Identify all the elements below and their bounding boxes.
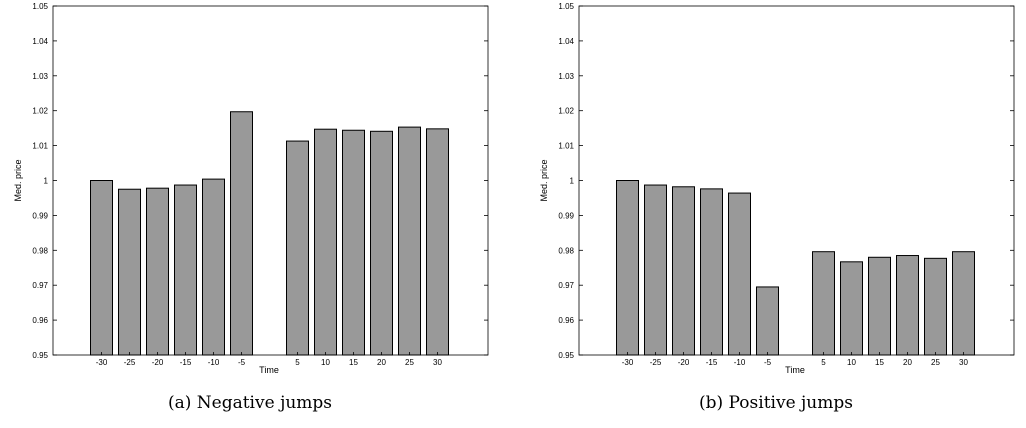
bar--10 [202, 178, 225, 356]
y-tick-label: 1 [570, 177, 575, 186]
x-tick-label: 5 [821, 358, 826, 367]
x-tick-label: -25 [124, 358, 136, 367]
chart-panel-negative: 0.95 0.96 0.97 0.98 0.99 1 1.01 1.02 1.03 1.04 1.0… [0, 0, 500, 428]
x-tick-label: -5 [764, 358, 772, 367]
bar-20 [370, 130, 393, 356]
bar--10 [728, 192, 751, 356]
x-tick-label: 10 [321, 358, 330, 367]
bar-15 [868, 256, 891, 356]
x-tick-label: 20 [377, 358, 386, 367]
bar--15 [700, 188, 723, 356]
y-tick-label: 1.05 [558, 2, 574, 11]
chart-panel-positive: 0.95 0.96 0.97 0.98 0.99 1 1.01 1.02 1.03 1.04 1.0… [526, 0, 1026, 428]
bar--15 [174, 184, 197, 356]
bar-5 [286, 140, 309, 356]
y-tick-label: 0.96 [558, 316, 574, 325]
bar-10 [840, 261, 863, 356]
x-tick-label: -10 [734, 358, 746, 367]
y-axis-label: Med. price [539, 159, 549, 201]
bar-15 [342, 129, 365, 356]
bar-30 [426, 128, 449, 356]
x-tick-label: -10 [208, 358, 220, 367]
y-tick-label: 0.95 [558, 351, 574, 360]
x-tick-label: 10 [847, 358, 856, 367]
bar--20 [146, 187, 169, 356]
y-tick-label: 0.98 [558, 246, 574, 255]
bar--25 [644, 184, 667, 356]
x-tick-label: -25 [650, 358, 662, 367]
bar--30 [90, 180, 113, 356]
bar--25 [118, 188, 141, 356]
x-tick-label: -20 [152, 358, 164, 367]
y-tick-label: 0.95 [32, 351, 48, 360]
x-tick-label: 15 [349, 358, 358, 367]
chart-caption: (a) Negative jumps [167, 393, 333, 413]
y-tick-label: 1 [44, 177, 49, 186]
x-tick-label: -15 [706, 358, 718, 367]
y-tick-label: 1.04 [558, 37, 574, 46]
x-tick-label: -20 [678, 358, 690, 367]
bar-30 [952, 251, 975, 356]
y-tick-label: 0.96 [32, 316, 48, 325]
x-tick-label: 5 [295, 358, 300, 367]
bar-10 [314, 128, 337, 356]
x-tick-label: 20 [903, 358, 912, 367]
y-tick-label: 0.98 [32, 246, 48, 255]
bar-25 [398, 126, 421, 356]
bar-20 [896, 255, 919, 356]
bar--30 [616, 180, 639, 356]
x-tick-label: 15 [875, 358, 884, 367]
x-tick-label: 25 [405, 358, 414, 367]
y-tick-label: 1.05 [32, 2, 48, 11]
y-tick-label: 0.99 [558, 211, 574, 220]
y-axis-label: Med. price [13, 159, 23, 201]
x-tick-label: -30 [622, 358, 634, 367]
bar-chart-positive-jumps: 0.95 0.96 0.97 0.98 0.99 1 1.01 1.02 1.03 1.04 1.0… [539, 2, 1015, 375]
y-tick-label: 0.97 [558, 281, 574, 290]
bar--20 [672, 186, 695, 356]
y-tick-label: 1.02 [32, 107, 48, 116]
x-axis-label: Time [259, 365, 279, 375]
y-tick-label: 1.03 [32, 72, 48, 81]
x-tick-label: 25 [931, 358, 940, 367]
y-tick-label: 1.01 [32, 142, 48, 151]
bar--5 [756, 286, 779, 356]
y-tick-label: 0.97 [32, 281, 48, 290]
x-tick-label: 30 [959, 358, 968, 367]
y-tick-label: 1.03 [558, 72, 574, 81]
x-tick-label: -30 [96, 358, 108, 367]
x-tick-label: -15 [180, 358, 192, 367]
x-tick-label: 30 [433, 358, 442, 367]
x-axis-label: Time [785, 365, 805, 375]
bar-5 [812, 251, 835, 356]
y-tick-label: 1.02 [558, 107, 574, 116]
bar-25 [924, 257, 947, 356]
y-tick-label: 1.01 [558, 142, 574, 151]
y-tick-label: 0.99 [32, 211, 48, 220]
x-tick-label: -5 [238, 358, 246, 367]
bar-chart-negative-jumps: 0.95 0.96 0.97 0.98 0.99 1 1.01 1.02 1.03 1.04 1.0… [13, 2, 489, 375]
bar--5 [230, 111, 253, 356]
chart-caption: (b) Positive jumps [699, 393, 853, 413]
y-tick-label: 1.04 [32, 37, 48, 46]
